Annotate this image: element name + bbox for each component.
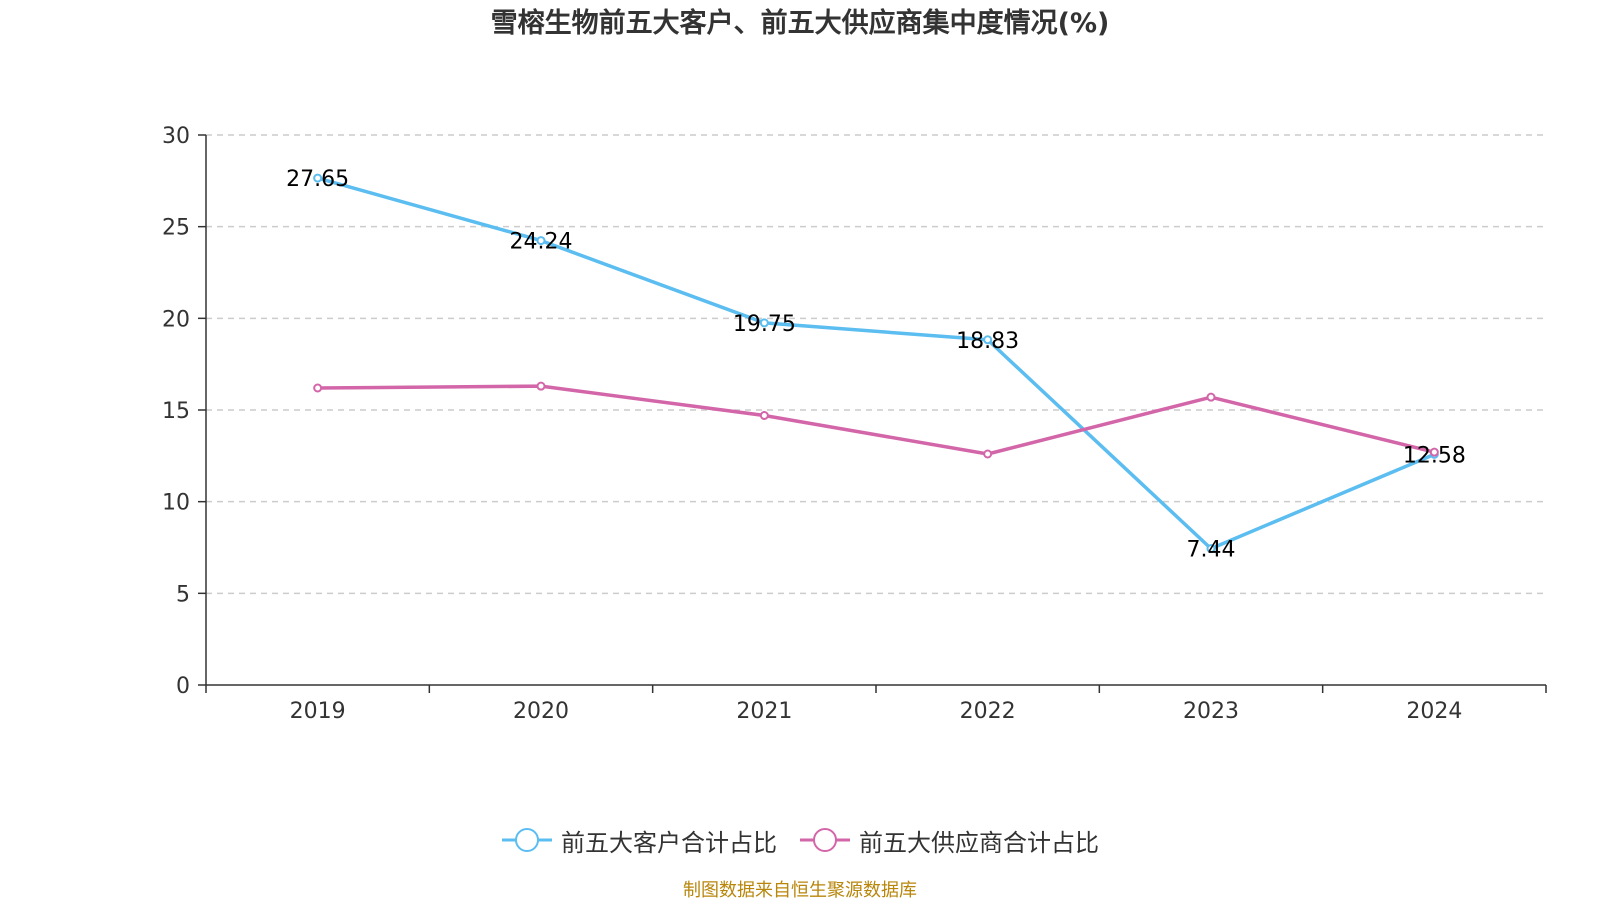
legend-item[interactable]: 前五大客户合计占比 (501, 823, 777, 858)
data-label: 12.58 (1403, 443, 1466, 468)
data-point (983, 335, 993, 345)
legend-swatch (800, 828, 850, 852)
chart-title: 雪榕生物前五大客户、前五大供应商集中度情况(%) (490, 8, 1110, 39)
y-tick-label: 25 (162, 216, 190, 241)
legend-marker (813, 828, 837, 852)
data-point (1206, 392, 1216, 402)
data-label: 19.75 (733, 312, 796, 337)
data-point (983, 449, 993, 459)
source-note: 制图数据来自恒生聚源数据库 (683, 880, 917, 901)
data-point (536, 236, 546, 246)
x-tick-label: 2019 (290, 699, 346, 724)
legend-swatch (502, 828, 552, 852)
y-tick-label: 30 (162, 124, 190, 149)
data-point (313, 173, 323, 183)
y-tick-label: 5 (176, 582, 190, 607)
data-point (759, 411, 769, 420)
legend-marker (515, 828, 539, 852)
legend-item[interactable]: 前五大供应商合计占比 (799, 823, 1099, 858)
data-label: 27.65 (286, 167, 349, 192)
axes: 0 5 10 15 20 25 30 2019 2020 2021 2022 2023 2024 (162, 124, 1547, 724)
series (313, 173, 1439, 554)
data-point (536, 381, 546, 391)
x-tick-label: 2023 (1183, 699, 1239, 724)
x-tick-label: 2020 (513, 699, 569, 724)
data-label: 7.44 (1187, 538, 1236, 563)
data-label: 18.83 (956, 329, 1019, 354)
x-tick-label: 2021 (736, 699, 792, 724)
y-tick-label: 15 (162, 399, 190, 424)
series-line (317, 384, 1435, 456)
y-tick-label: 0 (176, 674, 190, 699)
legend: 前五大客户合计占比 前五大供应商合计占比 (0, 820, 1600, 860)
data-labels: 27.65 24.24 19.75 18.83 7.44 12.58 (286, 167, 1466, 563)
legend-label: 前五大供应商合计占比 (859, 828, 1099, 857)
y-tick-label: 10 (162, 491, 190, 516)
x-tick-label: 2022 (960, 699, 1016, 724)
data-point (1429, 447, 1439, 457)
series-line (317, 176, 1436, 551)
data-point (313, 383, 323, 393)
data-point (759, 318, 769, 328)
data-label: 24.24 (510, 230, 573, 255)
legend-label: 前五大客户合计占比 (561, 828, 777, 857)
x-tick-label: 2024 (1406, 699, 1462, 724)
y-tick-label: 20 (162, 307, 190, 332)
data-point (1206, 544, 1216, 554)
